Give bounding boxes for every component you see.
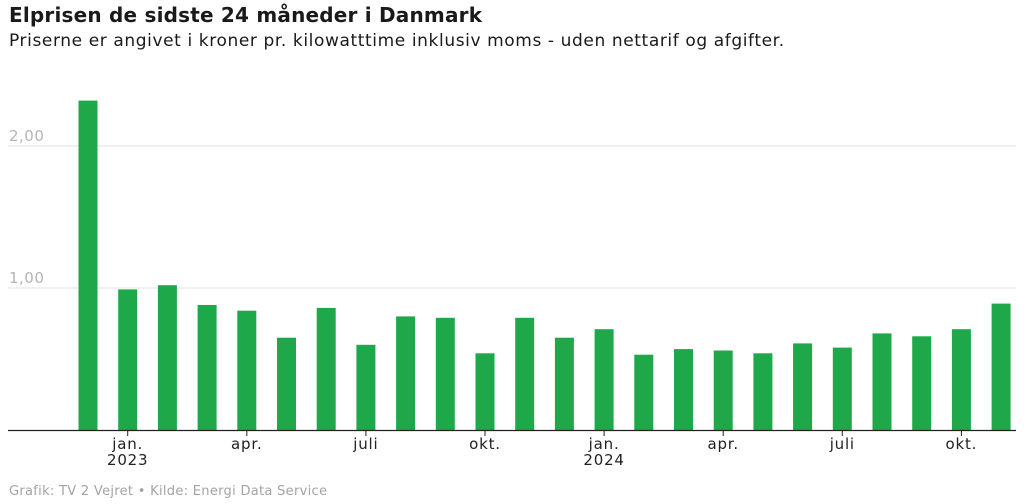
x-tick-label: jan.	[111, 435, 143, 453]
bar	[674, 349, 693, 430]
bar	[118, 289, 138, 430]
bar	[951, 329, 971, 430]
bar	[634, 354, 654, 430]
bar	[316, 307, 336, 430]
chart-subtitle: Priserne er angivet i kroner pr. kilowat…	[9, 31, 785, 51]
x-tick-label: juli	[829, 435, 855, 453]
x-tick-year-label: 2024	[583, 451, 624, 469]
bar	[157, 285, 177, 430]
bar	[435, 317, 455, 430]
x-tick-label: apr.	[231, 435, 262, 453]
bar	[753, 353, 773, 430]
x-tick-label: jan.	[588, 435, 620, 453]
bar	[277, 337, 296, 430]
bar	[356, 344, 376, 430]
bar	[793, 343, 813, 430]
y-tick-label: 2,00	[9, 127, 44, 145]
bar	[396, 316, 416, 430]
x-tick-label: okt.	[946, 435, 978, 453]
x-tick-label: juli	[352, 435, 378, 453]
bar	[554, 337, 574, 430]
bar	[594, 329, 614, 430]
x-tick-label: apr.	[707, 435, 738, 453]
x-tick-label: okt.	[469, 435, 501, 453]
bar	[78, 100, 98, 430]
bar	[832, 347, 852, 430]
bar	[237, 310, 257, 430]
chart-title: Elprisen de sidste 24 måneder i Danmark	[9, 3, 483, 27]
source-credit: Grafik: TV 2 Vejret • Kilde: Energi Data…	[9, 484, 328, 499]
bar	[991, 303, 1011, 430]
bar	[713, 350, 733, 430]
bar	[197, 305, 217, 430]
bar	[912, 336, 932, 430]
bar	[475, 353, 495, 430]
bar	[515, 317, 535, 430]
x-tick-year-label: 2023	[107, 451, 148, 469]
bar	[872, 333, 892, 430]
y-tick-label: 1,00	[9, 269, 44, 287]
